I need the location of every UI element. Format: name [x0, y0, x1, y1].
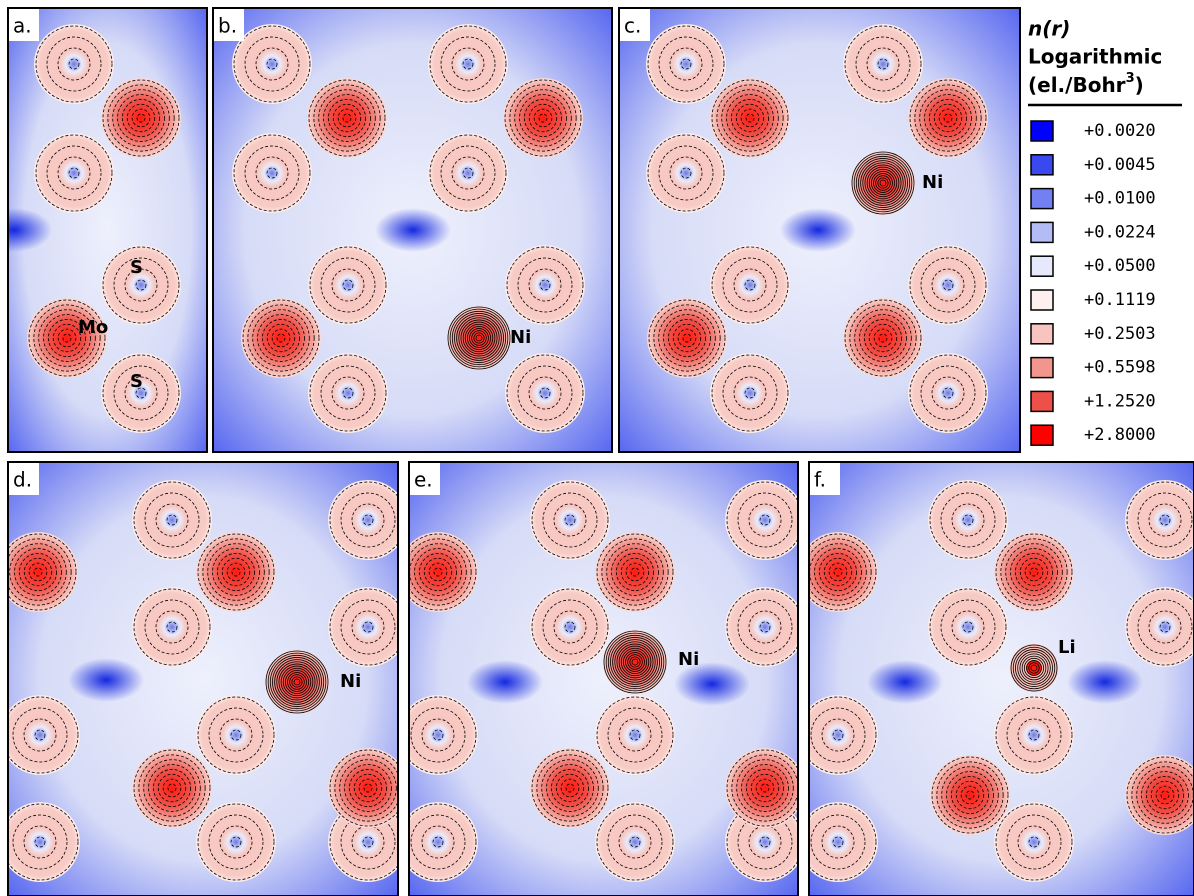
- legend-unit: (el./Bohr3): [1028, 71, 1144, 97]
- sulfur-density: [428, 24, 508, 104]
- sulfur-density: [196, 695, 276, 775]
- density-panel: [619, 8, 1020, 452]
- sulfur-density: [505, 353, 585, 433]
- legend: n(r) Logarithmic (el./Bohr3) +0.0020 +0.0…: [1028, 17, 1182, 446]
- atom-label: Ni: [922, 172, 943, 193]
- unit-prefix: (el./Bohr: [1028, 73, 1126, 97]
- sulfur-density: [328, 587, 408, 667]
- sulfur-density: [725, 480, 805, 560]
- density-minimum: [375, 208, 451, 252]
- sulfur-density: [928, 480, 1008, 560]
- sulfur-density: [530, 480, 610, 560]
- sulfur-density: [843, 24, 923, 104]
- density-panel: [213, 8, 612, 452]
- legend-label: +2.8000: [1084, 425, 1156, 445]
- sulfur-density: [530, 587, 610, 667]
- legend-swatch: [1031, 256, 1053, 276]
- panel-label: a.: [13, 14, 32, 38]
- legend-swatch: [1031, 391, 1053, 411]
- atom-label: S: [130, 371, 143, 392]
- sulfur-density: [308, 353, 388, 433]
- atom-label: Ni: [340, 671, 361, 692]
- density-panel: [398, 462, 805, 896]
- sulfur-density: [505, 245, 585, 325]
- sulfur-density: [101, 353, 181, 433]
- density-minimum: [1067, 660, 1143, 704]
- legend-label: +0.2503: [1084, 324, 1156, 344]
- sulfur-density: [725, 587, 805, 667]
- sulfur-density: [232, 133, 312, 213]
- sulfur-density: [928, 587, 1008, 667]
- panel-label: d.: [13, 468, 32, 492]
- atom-label: Li: [1058, 637, 1076, 658]
- atom-label: S: [130, 257, 143, 278]
- sulfur-density: [908, 245, 988, 325]
- sulfur-density: [908, 353, 988, 433]
- sulfur-density: [595, 695, 675, 775]
- legend-swatch: [1031, 189, 1053, 209]
- legend-title: n(r): [1028, 17, 1070, 41]
- panel-label: e.: [414, 468, 433, 492]
- sulfur-density: [646, 133, 726, 213]
- sulfur-density: [34, 24, 114, 104]
- density-minimum: [467, 660, 543, 704]
- sulfur-density: [595, 802, 675, 882]
- sulfur-density: [0, 695, 80, 775]
- atom-label: Mo: [78, 317, 108, 338]
- sulfur-density: [196, 802, 276, 882]
- sulfur-density: [132, 587, 212, 667]
- legend-swatch: [1031, 425, 1053, 445]
- density-panel: [798, 462, 1194, 896]
- density-panel: [0, 8, 207, 452]
- sulfur-density: [132, 480, 212, 560]
- sulfur-density: [994, 802, 1074, 882]
- density-minimum: [780, 208, 856, 252]
- legend-label: +0.0020: [1084, 121, 1156, 141]
- legend-swatch: [1031, 324, 1053, 344]
- legend-swatch: [1031, 155, 1053, 175]
- legend-label: +0.0100: [1084, 189, 1156, 209]
- sulfur-density: [994, 695, 1074, 775]
- sulfur-density: [710, 245, 790, 325]
- sulfur-density: [308, 245, 388, 325]
- atom-label: Ni: [510, 327, 531, 348]
- sulfur-density: [710, 353, 790, 433]
- legend-label: +0.0224: [1084, 222, 1156, 242]
- unit-exponent: 3: [1126, 71, 1135, 86]
- legend-label: +0.1119: [1084, 290, 1156, 310]
- legend-label: +1.2520: [1084, 391, 1156, 411]
- sulfur-density: [328, 480, 408, 560]
- panel-label: b.: [218, 14, 237, 38]
- atom-label: Ni: [678, 649, 699, 670]
- panel-label: f.: [814, 468, 826, 492]
- legend-subtitle: Logarithmic: [1028, 45, 1162, 69]
- sulfur-density: [34, 133, 114, 213]
- figure: n(r) Logarithmic (el./Bohr3) +0.0020 +0.0…: [0, 0, 1194, 896]
- sulfur-density: [0, 802, 80, 882]
- legend-swatch: [1031, 222, 1053, 242]
- sulfur-density: [646, 24, 726, 104]
- legend-label: +0.0500: [1084, 256, 1156, 276]
- legend-swatch: [1031, 290, 1053, 310]
- sulfur-density: [428, 133, 508, 213]
- unit-suffix: ): [1135, 73, 1144, 97]
- panel-label: c.: [624, 14, 641, 38]
- density-minimum: [867, 660, 943, 704]
- legend-label: +0.0045: [1084, 155, 1156, 175]
- density-minimum: [68, 658, 144, 702]
- legend-label: +0.5598: [1084, 358, 1156, 378]
- legend-swatch: [1031, 358, 1053, 378]
- legend-swatch: [1031, 121, 1053, 141]
